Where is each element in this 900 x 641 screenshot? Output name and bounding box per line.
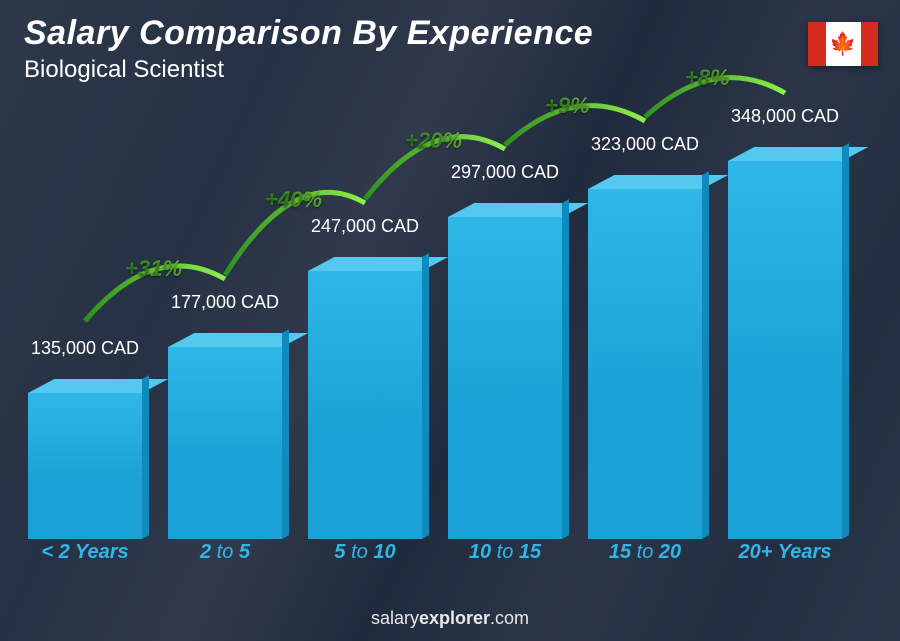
maple-leaf-icon: 🍁 [829, 33, 856, 55]
category-label: 10 to 15 [440, 541, 570, 569]
bar-value-label: 323,000 CAD [591, 134, 699, 155]
chart-subtitle: Biological Scientist [24, 56, 224, 84]
category-label: 5 to 10 [300, 541, 430, 569]
footer-prefix: salary [371, 608, 419, 628]
footer-suffix: .com [490, 608, 529, 628]
bar [28, 393, 142, 539]
footer-attribution: salaryexplorer.com [0, 608, 900, 629]
bar-value-label: 348,000 CAD [731, 106, 839, 127]
bar-wrap: 348,000 CAD [720, 100, 850, 539]
bar-wrap: 247,000 CAD [300, 100, 430, 539]
pct-change-label: +40% [265, 187, 322, 213]
bar-wrap: 323,000 CAD [580, 100, 710, 539]
bar-value-label: 297,000 CAD [451, 162, 559, 183]
infographic-stage: Salary Comparison By Experience Biologic… [0, 0, 900, 641]
footer-bold: explorer [419, 608, 490, 628]
bar-wrap: 135,000 CAD [20, 100, 150, 539]
flag-right-bar [861, 22, 879, 66]
category-label: 20+ Years [720, 541, 850, 569]
category-labels: < 2 Years 2 to 5 5 to 10 10 to 15 15 to 20 20… [20, 541, 850, 569]
bar [168, 347, 282, 539]
pct-change-label: +9% [545, 93, 590, 119]
bar-value-label: 177,000 CAD [171, 292, 279, 313]
bar-wrap: 177,000 CAD [160, 100, 290, 539]
bar-chart: 135,000 CAD 177,000 CAD 247,000 CAD 297,000… [20, 100, 850, 569]
pct-change-label: +20% [405, 128, 462, 154]
bars-container: 135,000 CAD 177,000 CAD 247,000 CAD 297,000… [20, 100, 850, 539]
pct-change-label: +8% [685, 65, 730, 91]
pct-change-label: +31% [125, 256, 182, 282]
bar [448, 217, 562, 539]
chart-title: Salary Comparison By Experience [24, 14, 593, 53]
bar [728, 161, 842, 539]
category-label: < 2 Years [20, 541, 150, 569]
flag-middle: 🍁 [826, 22, 861, 66]
bar [588, 189, 702, 539]
category-label: 2 to 5 [160, 541, 290, 569]
flag-left-bar [808, 22, 826, 66]
bar-value-label: 135,000 CAD [31, 338, 139, 359]
country-flag-canada: 🍁 [808, 22, 878, 66]
bar-wrap: 297,000 CAD [440, 100, 570, 539]
bar [308, 271, 422, 539]
category-label: 15 to 20 [580, 541, 710, 569]
bar-value-label: 247,000 CAD [311, 216, 419, 237]
